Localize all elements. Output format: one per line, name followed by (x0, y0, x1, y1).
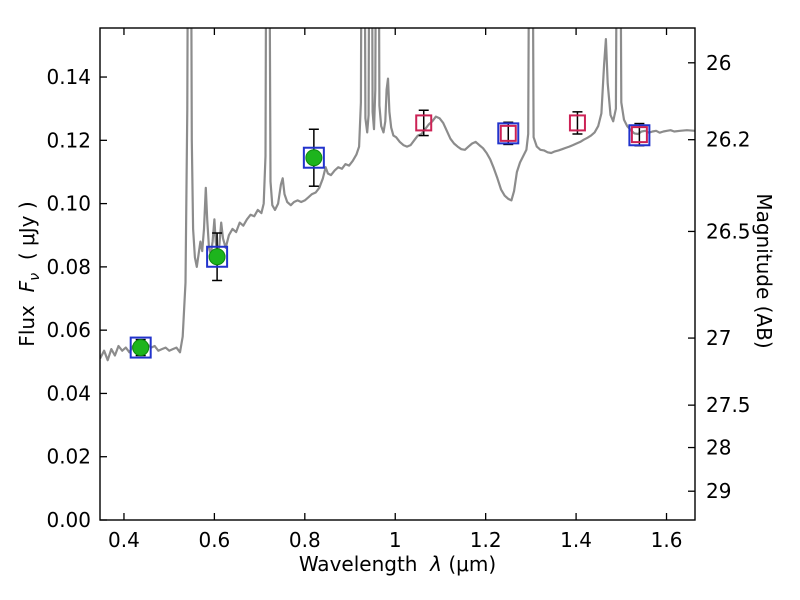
flux-label-text: Flux (15, 292, 39, 347)
x-axis-label-text: Wavelength (298, 552, 431, 576)
observed-band-square (302, 146, 325, 169)
x-tick-label: 0.6 (198, 528, 230, 552)
y-right-tick-label: 27.5 (706, 393, 751, 417)
x-tick-label: 1.2 (470, 528, 502, 552)
flux-symbol-subscript: ν (27, 272, 43, 281)
x-tick-label: 1.4 (560, 528, 592, 552)
x-axis-unit: (μm) (442, 552, 497, 576)
y-right-tick-label: 27 (706, 326, 731, 350)
x-tick-label: 0.8 (289, 528, 321, 552)
flux-unit: ( μJy ) (15, 201, 39, 273)
observed-band-square (497, 122, 520, 145)
observed-photometry-point (305, 149, 323, 167)
flux-symbol: F (15, 280, 39, 293)
y-left-tick-label: 0.10 (46, 192, 91, 216)
magnitude-label-text: Magnitude (AB) (752, 193, 776, 349)
y-left-tick-label: 0.12 (46, 128, 91, 152)
model-photometry-square (630, 126, 648, 144)
model-photometry-square (568, 114, 586, 132)
plot-frame (99, 27, 696, 521)
y-axis-label-left: Flux Fν ( μJy ) (15, 74, 43, 474)
y-left-tick-label: 0.14 (46, 65, 91, 89)
y-left-tick-label: 0.04 (46, 381, 91, 405)
y-left-tick-label: 0.02 (46, 445, 91, 469)
x-tick-label: 0.4 (108, 528, 140, 552)
x-axis-label: Wavelength λ (μm) (100, 552, 695, 576)
observed-band-square (628, 124, 651, 147)
model-photometry-square (499, 124, 517, 142)
y-right-tick-label: 28 (706, 436, 731, 460)
y-left-tick-label: 0.00 (46, 508, 91, 532)
y-axis-label-right: Magnitude (AB) (750, 71, 776, 471)
y-left-tick-label: 0.06 (46, 318, 91, 342)
observed-band-square (129, 336, 152, 359)
y-left-tick-label: 0.08 (46, 255, 91, 279)
y-right-tick-label: 26.5 (706, 219, 751, 243)
observed-photometry-point (208, 248, 226, 266)
y-right-tick-label: 26 (706, 51, 731, 75)
x-tick-label: 1.6 (651, 528, 683, 552)
y-right-tick-label: 26.2 (706, 128, 751, 152)
y-right-tick-label: 29 (706, 479, 731, 503)
model-spectrum-line (100, 28, 695, 362)
observed-band-square (206, 245, 229, 268)
observed-photometry-point (132, 339, 150, 357)
model-photometry-square (415, 114, 433, 132)
lambda-symbol: λ (430, 552, 443, 576)
x-tick-label: 1 (389, 528, 402, 552)
